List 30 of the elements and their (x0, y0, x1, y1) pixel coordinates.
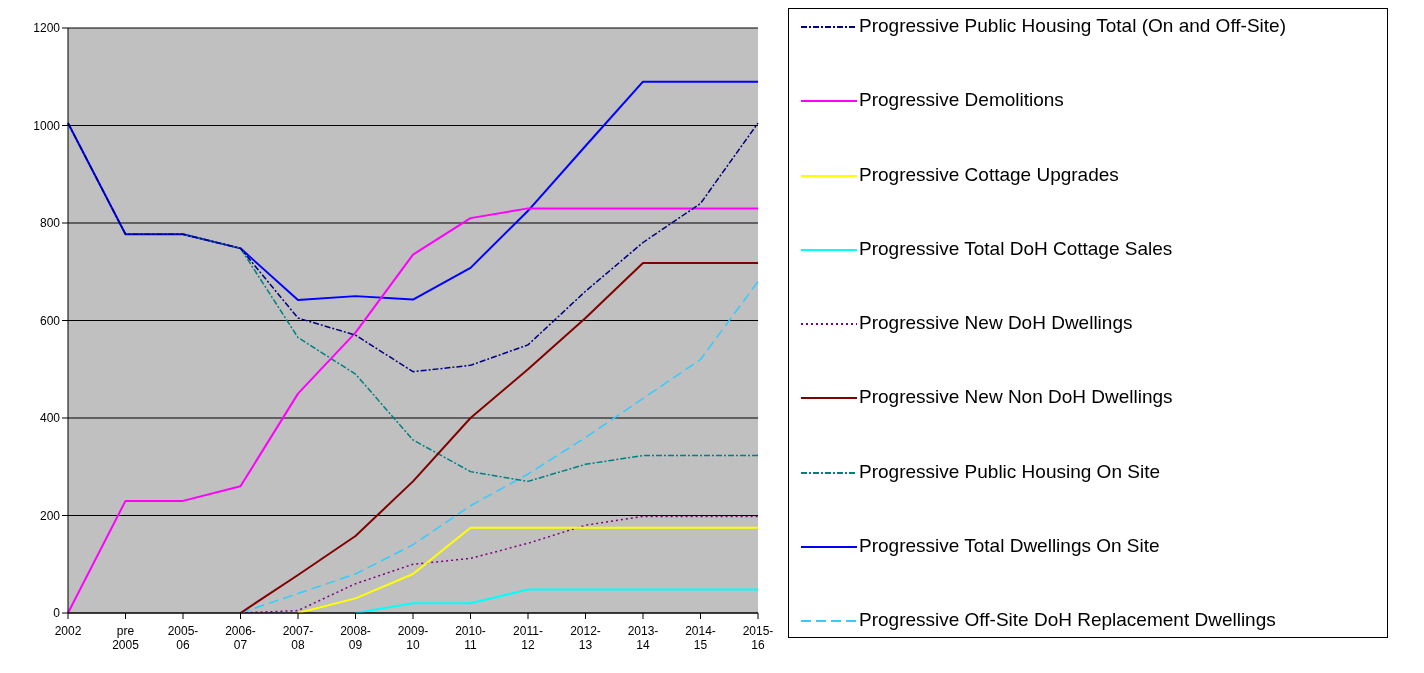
x-tick-label: 2008-09 (340, 624, 371, 652)
legend-label: Progressive Public Housing Total (On and Off-Site) (859, 15, 1286, 37)
y-tick-label: 0 (53, 606, 61, 621)
x-tick-label: 2014-15 (685, 624, 716, 652)
x-tick-label: 2009-10 (397, 624, 429, 652)
y-tick-label: 1200 (33, 21, 61, 36)
y-tick-label: 600 (39, 313, 61, 328)
legend-label: Progressive Off-Site DoH Replacement Dwellings (859, 609, 1276, 631)
x-tick-label: 2013-14 (627, 624, 659, 652)
y-tick-label: 400 (39, 411, 61, 426)
line-series (297, 526, 759, 613)
legend-label: Progressive Cottage Upgrades (859, 163, 1119, 186)
x-tick-label: 2010-11 (455, 624, 486, 652)
legend-label: Progressive Demolitions (859, 89, 1064, 112)
y-tick-label: 200 (39, 508, 61, 523)
legend-label: Progressive Public Housing On Site (859, 460, 1160, 483)
x-tick-label: 2011-12 (513, 624, 543, 652)
x-tick-label: 2015-16 (742, 624, 774, 652)
x-tick-label: 2012-13 (570, 624, 601, 652)
x-tick-label: 2006-07 (225, 624, 256, 652)
y-tick-label: 800 (39, 216, 61, 231)
x-tick-label: 2002 (54, 624, 82, 638)
legend-label: Progressive New DoH Dwellings (859, 312, 1133, 334)
x-tick-label: pre 2005 (112, 624, 140, 652)
legend-label: Progressive Total Dwellings On Site (859, 534, 1160, 557)
x-tick-label: 2007-08 (282, 624, 314, 652)
legend-label: Progressive Total DoH Cottage Sales (859, 237, 1173, 260)
legend-label: Progressive New Non DoH Dwellings (859, 386, 1173, 409)
x-tick-label: 2005-06 (167, 624, 199, 652)
y-tick-label: 1000 (33, 118, 61, 133)
